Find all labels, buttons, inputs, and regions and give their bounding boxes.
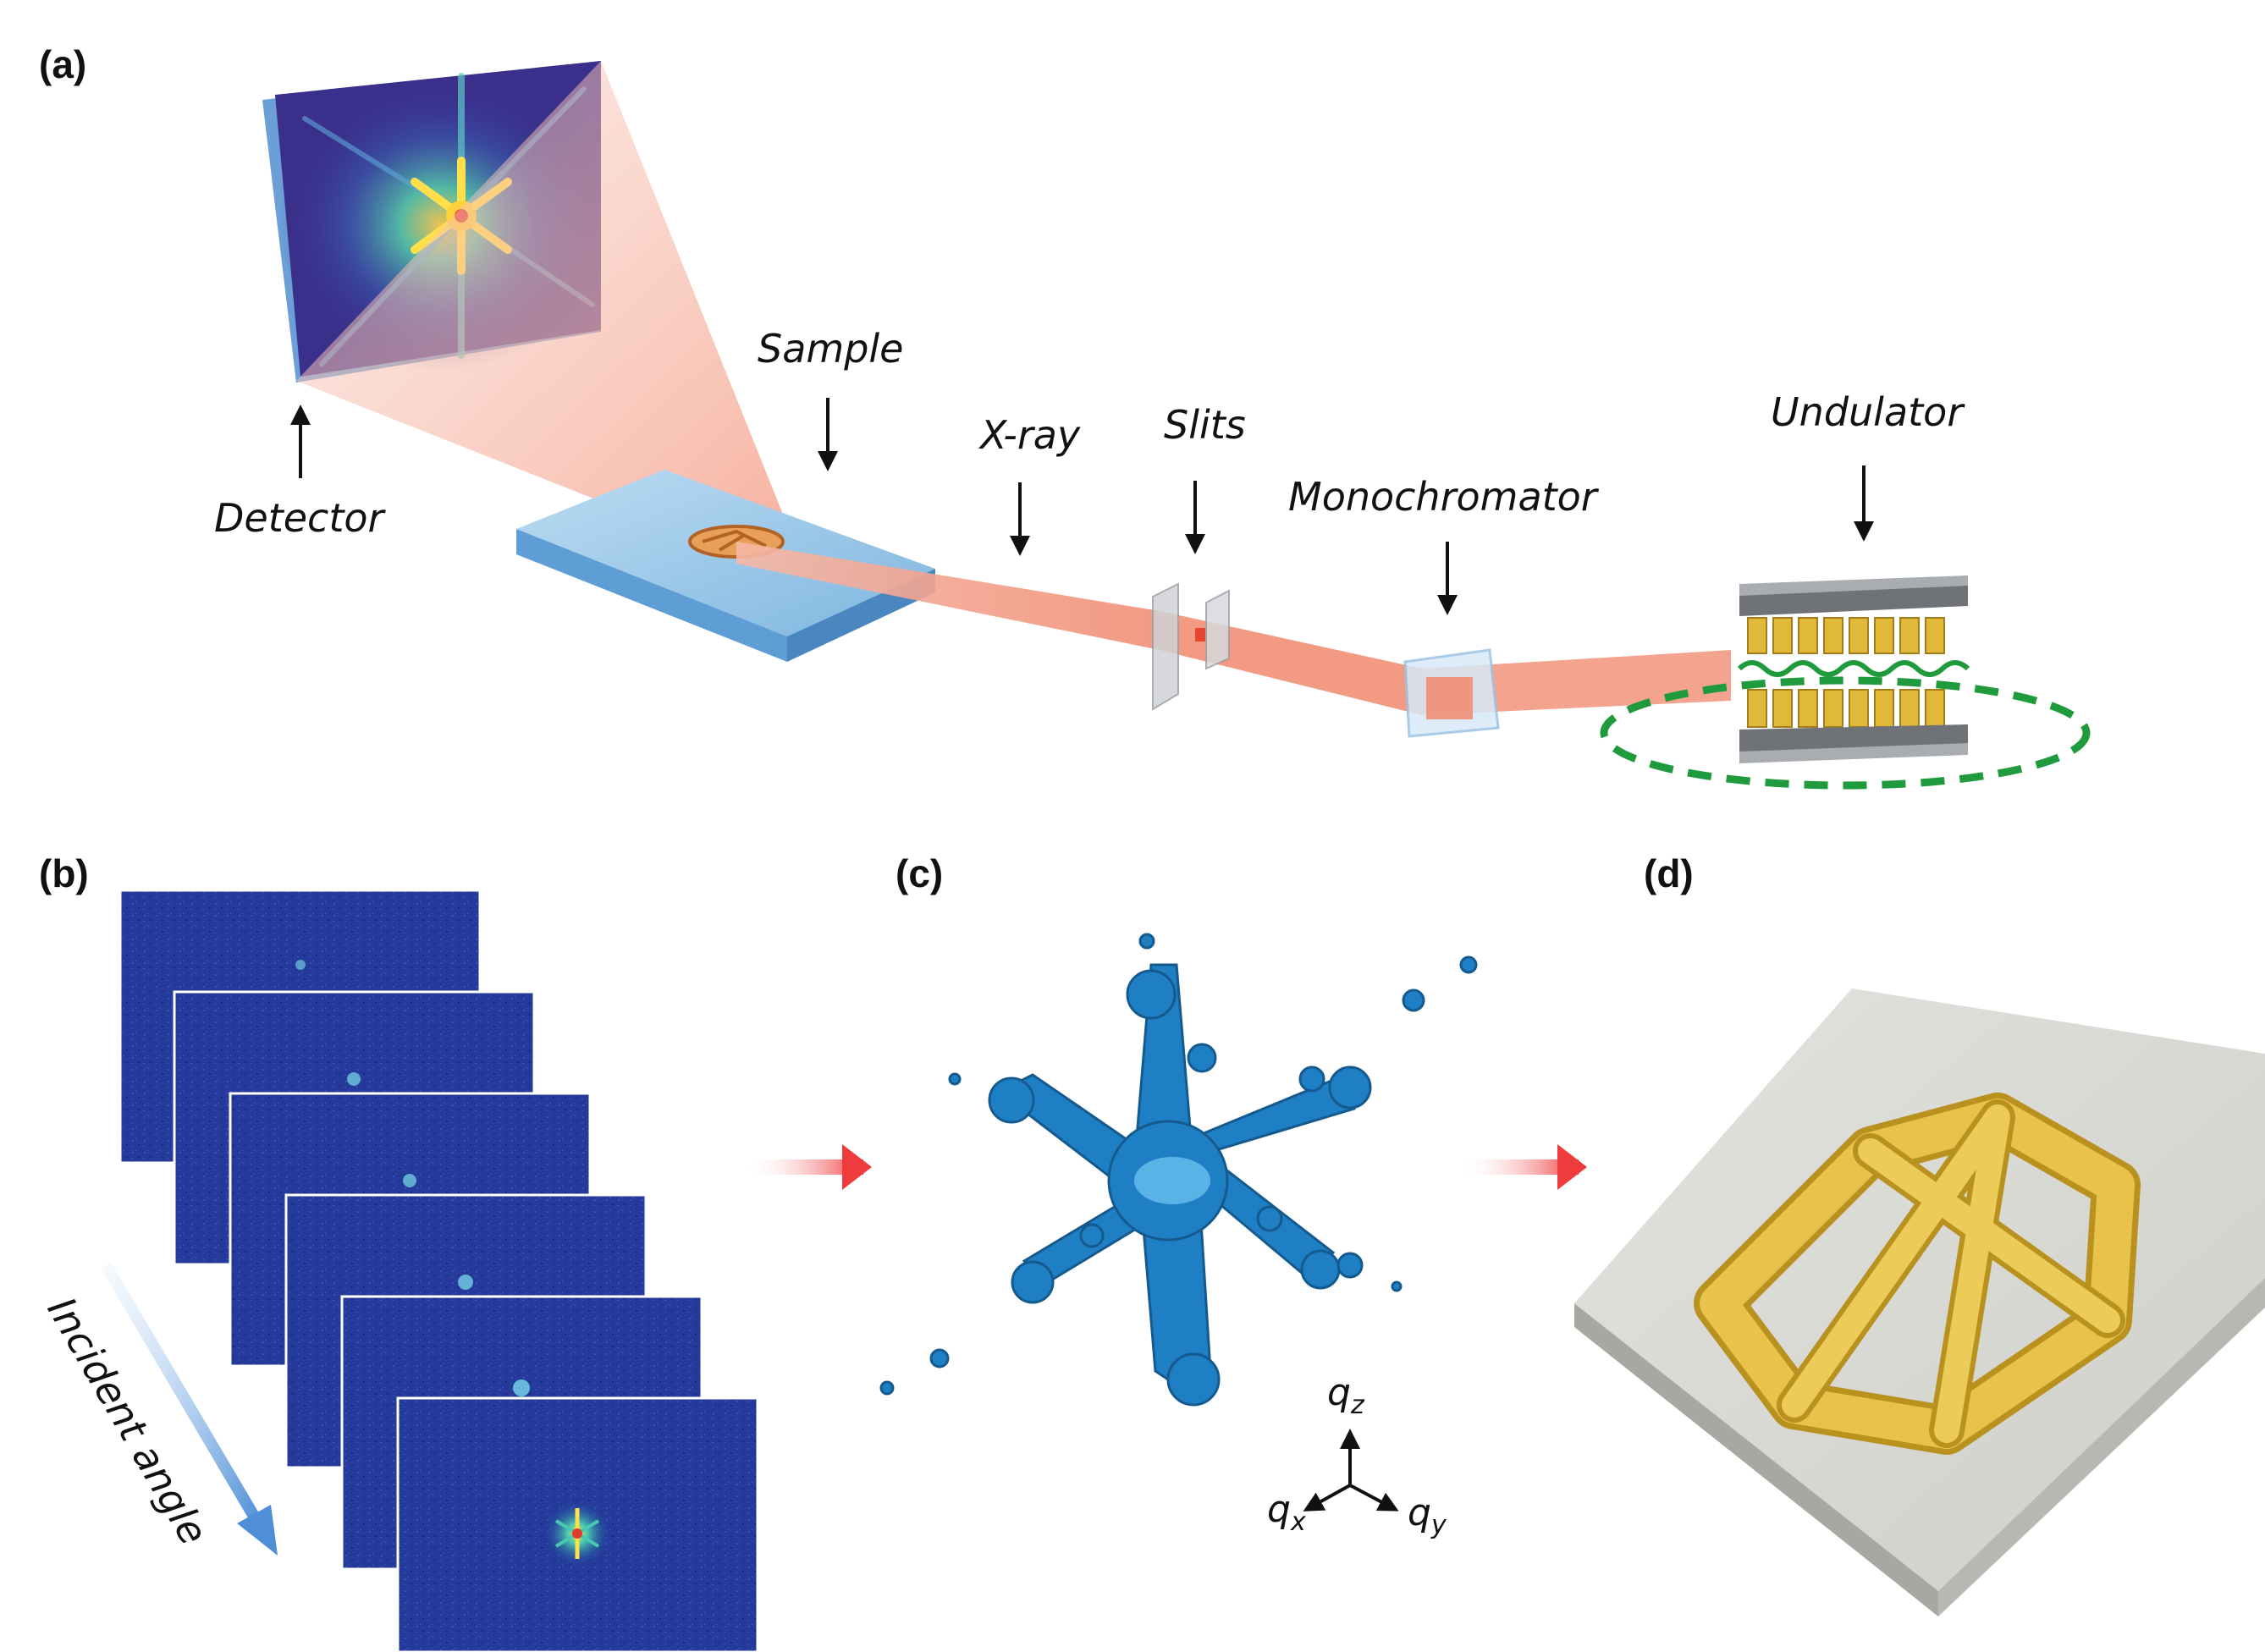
label-incident-angle: Incident angle bbox=[38, 1290, 217, 1553]
scattered-beam-cone bbox=[296, 61, 787, 542]
axis-label-qy: qy bbox=[1408, 1491, 1447, 1540]
panel-label-b: (b) bbox=[39, 851, 89, 895]
electron-wiggle bbox=[1737, 660, 1970, 677]
panel-label-d: (d) bbox=[1644, 851, 1694, 895]
axis-label-qz: qz bbox=[1327, 1371, 1365, 1420]
monochromator bbox=[1403, 648, 1500, 738]
incident-angle-arrow bbox=[100, 1262, 278, 1556]
callout-sample: Sample bbox=[758, 326, 903, 471]
callout-detector: Detector bbox=[214, 405, 387, 541]
panel-label-c: (c) bbox=[896, 851, 943, 895]
callout-slits: Slits bbox=[1164, 402, 1246, 554]
label-monochromator: Monochromator bbox=[1288, 474, 1600, 520]
label-detector: Detector bbox=[214, 495, 387, 541]
diffraction-frame-6 bbox=[396, 1396, 759, 1652]
storage-ring-orbit bbox=[1600, 676, 2091, 790]
label-sample: Sample bbox=[758, 326, 903, 372]
callout-xray: X-ray bbox=[978, 412, 1081, 556]
reconstruction-substrate bbox=[1574, 988, 2265, 1616]
xray-beam bbox=[736, 542, 1731, 715]
undulator-upper-magnets bbox=[1747, 617, 1945, 654]
arrow-b-to-c bbox=[745, 1144, 872, 1190]
q-axes bbox=[1303, 1429, 1399, 1512]
axis-label-qx: qx bbox=[1267, 1488, 1306, 1537]
callout-monochromator: Monochromator bbox=[1288, 474, 1600, 615]
panel-label-a: (a) bbox=[39, 42, 86, 86]
slits bbox=[1152, 582, 1230, 711]
reciprocal-space-isosurface bbox=[879, 933, 1478, 1407]
diffraction-frame-stack bbox=[118, 889, 759, 1652]
undulator-lower-magnets bbox=[1747, 689, 1945, 728]
label-slits: Slits bbox=[1164, 402, 1246, 448]
arrow-c-to-d bbox=[1460, 1144, 1587, 1190]
reconstructed-particle bbox=[1694, 1093, 2141, 1455]
callout-undulator: Undulator bbox=[1771, 389, 1965, 542]
undulator bbox=[1600, 575, 2091, 790]
label-xray: X-ray bbox=[978, 412, 1081, 458]
label-undulator: Undulator bbox=[1771, 389, 1965, 435]
